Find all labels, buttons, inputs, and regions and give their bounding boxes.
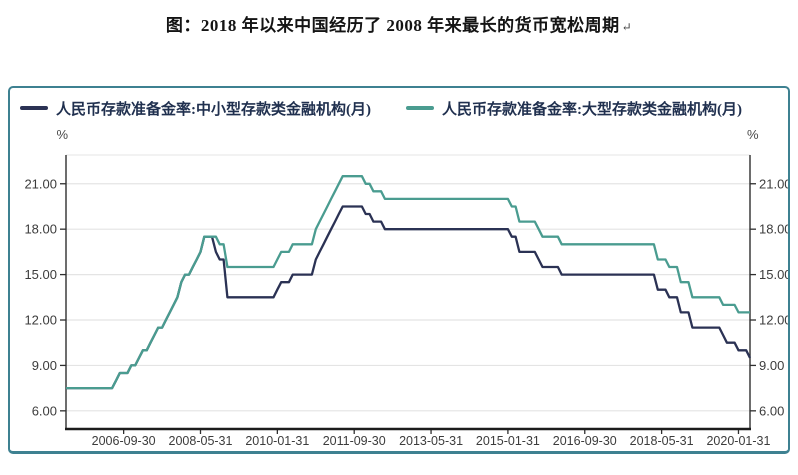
x-axis-label: 2018-05-31 xyxy=(630,434,694,448)
x-axis-label: 2013-05-31 xyxy=(399,434,463,448)
chart-title: 图：2018 年以来中国经历了 2008 年来最长的货币宽松周期 ↵ xyxy=(0,11,798,36)
x-axis-label: 2020-01-31 xyxy=(706,434,770,448)
legend-item-small-medium-institutions: 人民币存款准备金率:中小型存款类金融机构(月) xyxy=(20,98,406,119)
series-line-large xyxy=(66,175,750,390)
return-mark: ↵ xyxy=(621,20,633,34)
legend-label-large: 人民币存款准备金率:大型存款类金融机构(月) xyxy=(442,101,742,118)
y-axis-label-left: 12.00 xyxy=(24,313,57,328)
legend-label-small-medium: 人民币存款准备金率:中小型存款类金融机构(月) xyxy=(56,101,371,118)
legend-item-large-institutions: 人民币存款准备金率:大型存款类金融机构(月) xyxy=(406,98,742,119)
legend-line-swatch-navy xyxy=(20,106,48,110)
chart-title-text: 图：2018 年以来中国经历了 2008 年来最长的货币宽松周期 xyxy=(165,16,620,35)
y-axis-label-right: 21.00 xyxy=(759,176,788,191)
x-axis-label: 2006-09-30 xyxy=(92,434,156,448)
y-axis-label-right: 9.00 xyxy=(759,358,784,373)
y-axis-label-right: 12.00 xyxy=(759,313,788,328)
legend-line-swatch-teal xyxy=(406,106,434,110)
x-axis-label: 2015-01-31 xyxy=(476,434,540,448)
series-line-small-medium xyxy=(66,205,752,390)
y-axis-label-left: 9.00 xyxy=(32,358,57,373)
y-axis-label-right: 6.00 xyxy=(759,403,784,418)
x-axis-label: 2016-09-30 xyxy=(553,434,617,448)
y-axis-unit-left: % xyxy=(56,127,68,142)
y-axis-label-left: 18.00 xyxy=(24,222,57,237)
chart-panel: 人民币存款准备金率:中小型存款类金融机构(月) 人民币存款准备金率:大型存款类金… xyxy=(8,86,790,454)
x-axis-label: 2010-01-31 xyxy=(245,434,309,448)
y-axis-label-right: 18.00 xyxy=(759,222,788,237)
y-axis-label-left: 6.00 xyxy=(32,403,57,418)
rrr-line-chart: 6.00 6.00 9.00 9.00 12.00 12.00 15.00 15.00 18.0… xyxy=(24,127,788,448)
y-axis-unit-right: % xyxy=(747,127,759,142)
x-axis-label: 2011-09-30 xyxy=(323,434,386,448)
y-axis-label-left: 21.00 xyxy=(24,176,57,191)
x-axis-label: 2008-05-31 xyxy=(169,434,233,448)
chart-legend: 人民币存款准备金率:中小型存款类金融机构(月) 人民币存款准备金率:大型存款类金… xyxy=(20,96,784,120)
y-axis-label-right: 15.00 xyxy=(759,267,788,282)
y-axis-label-left: 15.00 xyxy=(24,267,57,282)
